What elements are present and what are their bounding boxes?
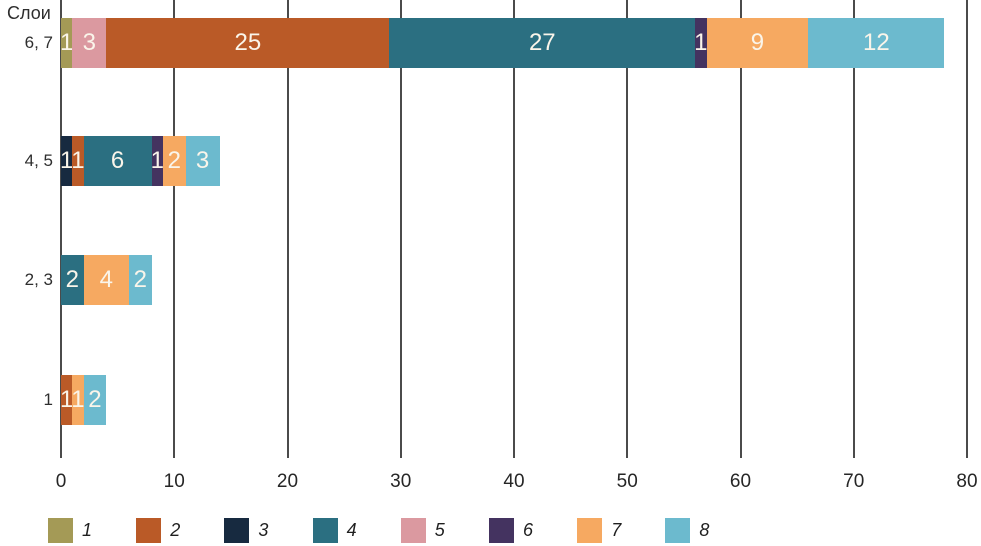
legend-swatch — [577, 518, 603, 543]
bar-segment-value: 1 — [59, 386, 74, 413]
x-tick-label: 70 — [843, 471, 865, 492]
bar-segment-value: 3 — [195, 147, 210, 174]
x-tick-label: 50 — [616, 471, 638, 492]
gridline — [60, 0, 62, 458]
gridline — [399, 0, 402, 458]
legend-label: 5 — [434, 520, 445, 540]
bar-segment: 12 — [808, 18, 945, 68]
gridline — [513, 0, 515, 458]
bar-segment-value: 4 — [99, 266, 113, 293]
bar-segment: 6 — [83, 136, 152, 186]
legend-swatch — [400, 518, 426, 543]
bar-segment: 2 — [61, 255, 84, 305]
bar-segment: 1 — [150, 136, 164, 186]
bar-segment: 2 — [83, 375, 107, 425]
legend-label: 7 — [611, 520, 622, 540]
x-tick-label: 30 — [390, 471, 412, 492]
x-tick-label: 60 — [729, 471, 752, 492]
bar-segment-value: 27 — [528, 29, 556, 56]
gridline — [286, 0, 289, 458]
bar-segment-value: 9 — [750, 29, 765, 56]
bar-segment-value: 1 — [694, 29, 708, 56]
bar-segment: 3 — [185, 136, 220, 186]
gridline — [739, 0, 742, 458]
gridline — [173, 0, 176, 458]
bar-segment: 1 — [71, 375, 85, 425]
bar-segment-value: 2 — [133, 266, 147, 293]
bar-segment: 1 — [71, 136, 85, 186]
bar-segment: 25 — [106, 18, 390, 68]
x-tick-label: 20 — [276, 471, 299, 492]
x-tick-label: 0 — [55, 471, 67, 492]
y-category-label: 4, 5 — [24, 151, 53, 170]
bar-segment-value: 1 — [59, 147, 74, 174]
bar-segment: 1 — [694, 18, 708, 68]
gridline — [966, 0, 968, 458]
bar-segment-value: 6 — [110, 147, 125, 174]
legend-label: 3 — [258, 520, 269, 540]
bar-segment: 27 — [389, 18, 696, 68]
y-axis-title: Слои — [7, 3, 51, 23]
bar-segment-value: 3 — [82, 29, 96, 56]
bar-segment-value: 25 — [234, 29, 262, 56]
bar-segment: 1 — [59, 375, 74, 425]
bar-segment-value: 12 — [863, 29, 890, 56]
bar-segment-value: 2 — [88, 386, 102, 413]
bar-segment: 9 — [706, 18, 809, 68]
x-tick-label: 10 — [163, 471, 185, 492]
bar-segment: 1 — [59, 18, 74, 68]
legend-label: 8 — [699, 520, 710, 540]
bar-segment: 2 — [128, 255, 152, 305]
legend-label: 6 — [523, 520, 534, 540]
bar-segment-value: 2 — [167, 147, 181, 174]
bar-segment: 2 — [162, 136, 186, 186]
bar-segment-value: 1 — [150, 147, 164, 174]
y-category-label: 1 — [43, 390, 53, 409]
legend-swatch — [489, 518, 514, 543]
bar-segment-value: 2 — [65, 266, 79, 293]
legend-swatch — [312, 518, 338, 543]
gridline — [626, 0, 629, 458]
legend-label: 2 — [170, 520, 181, 540]
bar-segment-value: 1 — [71, 147, 85, 174]
gridline — [852, 0, 855, 458]
legend-label: 4 — [346, 520, 357, 540]
legend-swatch — [48, 518, 73, 543]
legend-label: 1 — [82, 520, 93, 540]
bar-segment: 3 — [72, 18, 107, 68]
bar-segment: 4 — [83, 255, 129, 305]
legend-swatch — [665, 518, 691, 543]
y-category-label: 6, 7 — [24, 33, 53, 52]
bar-segment-value: 1 — [59, 29, 74, 56]
bar-segment: 1 — [59, 136, 74, 186]
legend-swatch — [224, 518, 250, 543]
x-tick-label: 40 — [503, 471, 525, 492]
bar-segment-value: 1 — [71, 386, 85, 413]
x-tick-label: 80 — [956, 471, 978, 492]
y-category-label: 2, 3 — [24, 270, 53, 289]
legend-swatch — [136, 518, 162, 543]
